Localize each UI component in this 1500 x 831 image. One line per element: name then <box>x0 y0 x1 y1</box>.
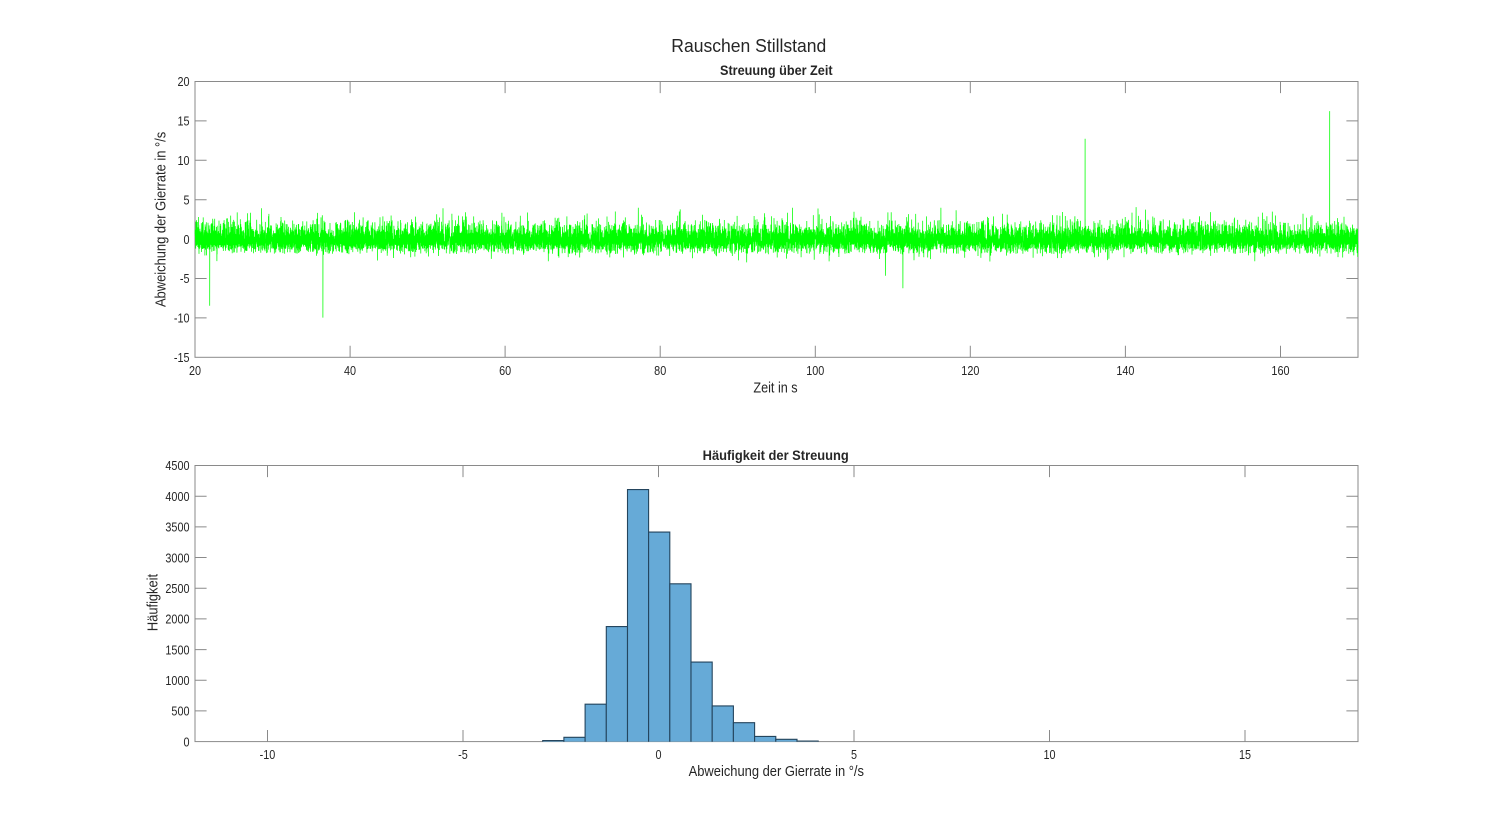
svg-text:Abweichung der Gierrate in °/s: Abweichung der Gierrate in °/s <box>152 132 169 307</box>
svg-text:2000: 2000 <box>165 612 189 627</box>
svg-text:Abweichung der Gierrate in °/s: Abweichung der Gierrate in °/s <box>689 762 864 779</box>
svg-text:20: 20 <box>177 74 189 89</box>
svg-text:3000: 3000 <box>165 550 189 565</box>
svg-text:15: 15 <box>1239 747 1251 762</box>
svg-text:-5: -5 <box>458 747 468 762</box>
svg-text:Häufigkeit der Streuung: Häufigkeit der Streuung <box>703 448 849 463</box>
svg-text:10: 10 <box>177 153 189 168</box>
svg-text:Häufigkeit: Häufigkeit <box>145 574 161 631</box>
svg-text:1500: 1500 <box>165 642 189 657</box>
svg-text:Rauschen Stillstand: Rauschen Stillstand <box>671 36 826 56</box>
svg-text:5: 5 <box>183 192 189 207</box>
svg-text:-5: -5 <box>180 271 190 286</box>
svg-text:15: 15 <box>177 114 189 129</box>
svg-text:4500: 4500 <box>165 458 189 473</box>
svg-text:0: 0 <box>655 747 661 762</box>
svg-text:-10: -10 <box>174 311 190 326</box>
svg-text:5: 5 <box>851 747 857 762</box>
svg-text:80: 80 <box>654 363 666 378</box>
svg-text:Streuung über Zeit: Streuung über Zeit <box>720 62 833 78</box>
svg-text:20: 20 <box>189 363 201 378</box>
svg-text:4000: 4000 <box>165 489 189 504</box>
svg-text:-15: -15 <box>174 350 190 365</box>
svg-text:500: 500 <box>171 704 189 719</box>
svg-text:1000: 1000 <box>165 673 189 688</box>
svg-text:60: 60 <box>499 363 511 378</box>
svg-text:Zeit in s: Zeit in s <box>753 379 797 395</box>
svg-text:2500: 2500 <box>165 581 189 596</box>
svg-text:0: 0 <box>183 734 189 749</box>
svg-text:140: 140 <box>1116 363 1134 378</box>
svg-text:-10: -10 <box>260 747 276 762</box>
svg-text:120: 120 <box>961 363 979 378</box>
svg-text:160: 160 <box>1271 363 1289 378</box>
svg-text:10: 10 <box>1043 747 1055 762</box>
svg-text:3500: 3500 <box>165 520 189 535</box>
svg-text:40: 40 <box>344 363 356 378</box>
svg-text:0: 0 <box>183 232 189 247</box>
svg-text:100: 100 <box>806 363 824 378</box>
